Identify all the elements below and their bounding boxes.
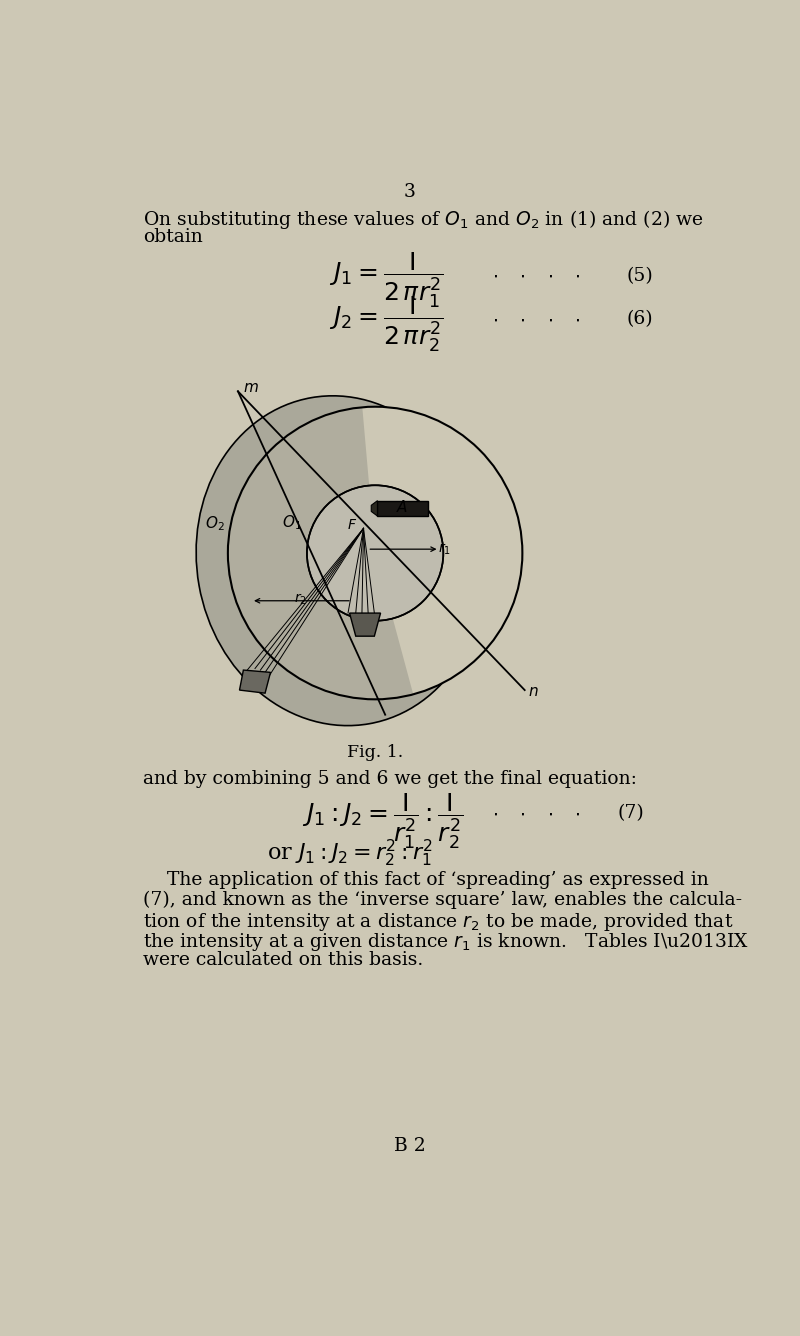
Text: Fig. 1.: Fig. 1. <box>347 744 403 762</box>
Text: the intensity at a given distance $r_1$ is known.   Tables I\u2013IX: the intensity at a given distance $r_1$ … <box>142 931 749 953</box>
Text: $J_2 = \dfrac{\mathrm{I}}{2\,\pi r_2^2}$: $J_2 = \dfrac{\mathrm{I}}{2\,\pi r_2^2}$ <box>329 295 443 354</box>
Text: $\cdot$: $\cdot$ <box>492 313 498 330</box>
Text: B 2: B 2 <box>394 1137 426 1154</box>
Text: On substituting these values of $O_1$ and $O_2$ in (1) and (2) we: On substituting these values of $O_1$ an… <box>142 208 703 231</box>
Text: $J_1 = \dfrac{\mathrm{I}}{2\,\pi r_1^2}$: $J_1 = \dfrac{\mathrm{I}}{2\,\pi r_1^2}$ <box>329 251 443 310</box>
Circle shape <box>228 406 522 699</box>
Text: The application of this fact of ‘spreading’ as expressed in: The application of this fact of ‘spreadi… <box>142 871 708 888</box>
Text: (6): (6) <box>627 310 654 329</box>
Text: $\cdot$: $\cdot$ <box>492 269 498 286</box>
Text: or $J_1 : J_2 = r_2^2 : r_1^2$: or $J_1 : J_2 = r_2^2 : r_1^2$ <box>266 838 433 870</box>
Polygon shape <box>371 501 378 516</box>
Text: (7), and known as the ‘inverse square’ law, enables the calcula-: (7), and known as the ‘inverse square’ l… <box>142 891 742 910</box>
Text: $A$: $A$ <box>396 500 408 516</box>
Text: $\cdot$: $\cdot$ <box>574 269 579 286</box>
Ellipse shape <box>196 395 484 725</box>
Text: $\cdot$: $\cdot$ <box>574 806 579 823</box>
Text: $O_2$: $O_2$ <box>205 514 225 533</box>
Wedge shape <box>228 407 414 699</box>
Bar <box>378 501 428 516</box>
Text: $\cdot$: $\cdot$ <box>519 313 526 330</box>
Text: $O_1$: $O_1$ <box>282 513 302 532</box>
Text: $m$: $m$ <box>243 381 259 394</box>
Text: $\cdot$: $\cdot$ <box>519 806 526 823</box>
Text: $r_1$: $r_1$ <box>438 541 451 557</box>
Circle shape <box>307 485 443 621</box>
Polygon shape <box>239 671 270 693</box>
Polygon shape <box>350 613 381 636</box>
Text: tion of the intensity at a distance $r_2$ to be made, provided that: tion of the intensity at a distance $r_2… <box>142 911 733 933</box>
Text: obtain: obtain <box>142 228 202 246</box>
Text: $\cdot$: $\cdot$ <box>546 313 553 330</box>
Text: (7): (7) <box>618 804 645 822</box>
Text: $\cdot$: $\cdot$ <box>519 269 526 286</box>
Text: $J_1 : J_2 = \dfrac{\mathrm{I}}{r_1^2} : \dfrac{\mathrm{I}}{r_2^2}$: $J_1 : J_2 = \dfrac{\mathrm{I}}{r_1^2} :… <box>302 792 462 851</box>
Text: $\cdot$: $\cdot$ <box>574 313 579 330</box>
Text: $\cdot$: $\cdot$ <box>546 806 553 823</box>
Text: $\cdot$: $\cdot$ <box>546 269 553 286</box>
Text: were calculated on this basis.: were calculated on this basis. <box>142 951 423 969</box>
Text: 3: 3 <box>404 183 416 202</box>
Text: (5): (5) <box>627 267 654 285</box>
Text: $r_2$: $r_2$ <box>294 592 306 607</box>
Text: and by combining 5 and 6 we get the final equation:: and by combining 5 and 6 we get the fina… <box>142 770 637 788</box>
Text: $n$: $n$ <box>528 685 538 700</box>
Text: $F$: $F$ <box>347 517 357 532</box>
Text: $\cdot$: $\cdot$ <box>492 806 498 823</box>
